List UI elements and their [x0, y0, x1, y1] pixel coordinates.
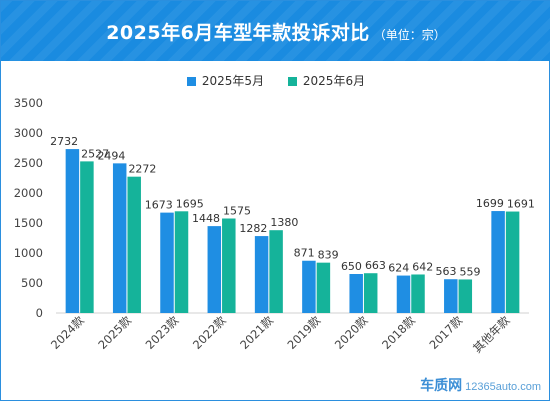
legend-label-june: 2025年6月 — [302, 74, 366, 88]
bar-june — [222, 218, 236, 313]
y-tick-label: 1500 — [14, 216, 43, 230]
data-label-may: 563 — [436, 265, 457, 278]
bar-june — [458, 279, 473, 313]
data-label-june: 559 — [460, 265, 481, 278]
bar-may — [160, 212, 174, 313]
chart-unit: （单位：宗） — [373, 28, 446, 42]
legend-swatch-june — [287, 77, 297, 86]
x-category-label: 2024款 — [48, 313, 87, 352]
bar-may — [112, 163, 127, 313]
bar-may — [444, 279, 458, 313]
data-label-june: 1380 — [270, 216, 298, 229]
bar-may — [254, 236, 269, 313]
data-label-may: 871 — [294, 247, 315, 260]
data-label-june: 663 — [365, 259, 386, 272]
data-label-june: 2272 — [128, 163, 156, 176]
x-category-label: 2021款 — [237, 313, 276, 352]
y-tick-label: 2500 — [14, 156, 43, 170]
bar-june — [127, 176, 141, 313]
x-category-label: 2023款 — [143, 313, 182, 352]
bar-may — [349, 274, 363, 313]
watermark-brand: 车质网 — [420, 377, 463, 393]
title-wrap: 2025年6月车型年款投诉对比 （单位：宗） — [1, 18, 550, 45]
data-label-june: 1575 — [223, 205, 251, 218]
y-tick-label: 2000 — [14, 186, 43, 200]
x-category-label: 2025款 — [95, 313, 134, 352]
data-label-may: 624 — [388, 262, 409, 275]
data-label-june: 839 — [318, 249, 339, 262]
bar-may — [491, 211, 505, 313]
legend-item-may: 2025年5月 — [186, 72, 265, 89]
watermark: 车质网 12365auto.com — [420, 375, 541, 395]
data-label-june: 2527 — [81, 147, 109, 160]
y-tick-label: 3500 — [14, 96, 43, 110]
data-label-may: 1282 — [239, 222, 267, 235]
bar-june — [505, 211, 520, 313]
y-tick-label: 3000 — [14, 126, 43, 140]
y-tick-label: 500 — [21, 276, 43, 290]
y-tick-label: 1000 — [14, 246, 43, 260]
x-category-label: 其他年款 — [470, 313, 513, 356]
bar-june — [174, 211, 189, 313]
x-category-label: 2020款 — [332, 313, 371, 352]
bar-may — [302, 260, 316, 313]
bar-may — [65, 149, 80, 313]
x-category-label: 2022款 — [190, 313, 229, 352]
chart-legend: 2025年5月 2025年6月 — [1, 72, 550, 89]
bar-may — [396, 275, 411, 313]
data-label-june: 1691 — [507, 198, 535, 211]
data-label-may: 650 — [341, 260, 362, 273]
x-category-label: 2019款 — [285, 313, 324, 352]
bar-may — [207, 226, 222, 313]
data-label-may: 2494 — [97, 149, 125, 162]
x-category-label: 2018款 — [379, 313, 418, 352]
data-label-may: 1448 — [192, 212, 220, 225]
bar-june — [316, 262, 331, 313]
bar-june — [363, 273, 378, 313]
x-category-label: 2017款 — [426, 313, 465, 352]
chart-header: 2025年6月车型年款投诉对比 （单位：宗） — [1, 1, 550, 61]
legend-label-may: 2025年5月 — [201, 74, 265, 88]
data-label-june: 1695 — [176, 197, 204, 210]
bar-june — [411, 274, 425, 313]
bar-june — [80, 161, 94, 313]
data-label-may: 1673 — [145, 199, 173, 212]
legend-swatch-may — [186, 77, 196, 86]
data-label-june: 642 — [412, 260, 433, 273]
chart-title: 2025年6月车型年款投诉对比 — [106, 22, 370, 44]
watermark-site: 12365auto.com — [465, 381, 541, 393]
y-tick-label: 0 — [36, 306, 43, 320]
data-label-may: 2732 — [50, 135, 78, 148]
data-label-may: 1699 — [476, 197, 504, 210]
bar-june — [269, 230, 283, 313]
legend-item-june: 2025年6月 — [287, 72, 366, 89]
